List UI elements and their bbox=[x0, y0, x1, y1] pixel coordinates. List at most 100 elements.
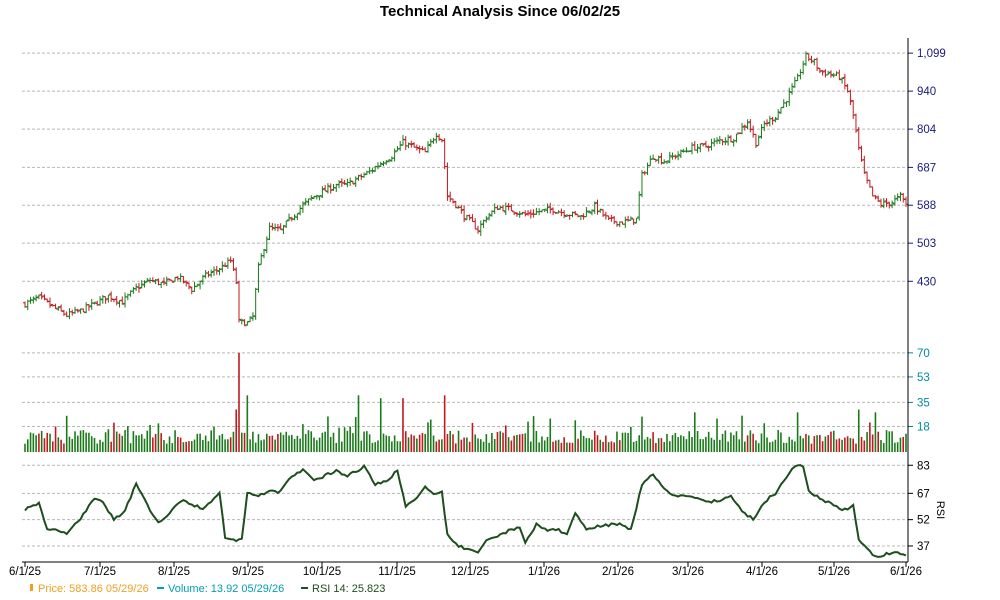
price-ohlc-bar bbox=[34, 294, 39, 302]
legend-marker bbox=[30, 584, 33, 591]
price-ohlc-bar bbox=[801, 60, 806, 75]
price-ohlc-bar bbox=[687, 150, 692, 153]
price-ohlc-bar bbox=[387, 158, 392, 163]
price-ohlc-bar bbox=[498, 205, 503, 210]
price-ohlc-bar bbox=[570, 211, 575, 218]
price-ohlc-bar bbox=[314, 194, 319, 200]
price-ohlc-bar bbox=[142, 280, 147, 288]
price-ohlc-bar bbox=[742, 124, 747, 131]
price-ohlc-bar bbox=[403, 136, 408, 150]
price-ohlc-bar bbox=[275, 223, 280, 232]
price-ohlc-bar bbox=[409, 140, 414, 148]
price-ohlc-bar bbox=[181, 275, 186, 284]
price-ohlc-bar bbox=[281, 225, 286, 235]
price-ohlc-bar bbox=[562, 210, 567, 219]
price-ohlc-bar bbox=[865, 171, 870, 184]
price-ohlc-bar bbox=[539, 209, 544, 213]
price-ohlc-bar bbox=[740, 122, 745, 135]
price-ohlc-bar bbox=[323, 185, 328, 192]
price-ohlc-bar bbox=[773, 116, 778, 123]
price-ohlc-bar bbox=[150, 277, 155, 283]
price-ohlc-bar bbox=[551, 207, 556, 216]
x-tick-label: 2/1/26 bbox=[602, 566, 634, 578]
price-ohlc-bar bbox=[678, 149, 683, 159]
price-ohlc-bar bbox=[350, 180, 355, 185]
price-ohlc-bar bbox=[673, 154, 678, 160]
price-ohlc-bar bbox=[81, 308, 86, 313]
price-ohlc-bar bbox=[28, 296, 33, 304]
volume-tick-label: 35 bbox=[917, 397, 930, 409]
price-ohlc-bar bbox=[545, 203, 550, 214]
price-ohlc-bar bbox=[737, 132, 742, 135]
price-ohlc-bar bbox=[478, 220, 483, 237]
price-ohlc-bar bbox=[53, 303, 58, 310]
price-ohlc-bar bbox=[256, 262, 261, 293]
price-ohlc-bar bbox=[484, 216, 489, 223]
price-ohlc-bar bbox=[503, 202, 508, 216]
price-ohlc-bar bbox=[501, 205, 506, 212]
price-tick-label: 687 bbox=[917, 162, 936, 174]
price-ohlc-bar bbox=[186, 282, 191, 290]
price-ohlc-bar bbox=[375, 162, 380, 170]
price-ohlc-bar bbox=[690, 142, 695, 155]
price-ohlc-bar bbox=[595, 199, 600, 215]
price-ohlc-bar bbox=[434, 132, 439, 144]
rsi-tick-label: 52 bbox=[917, 515, 930, 527]
price-ohlc-bar bbox=[626, 215, 631, 222]
price-ohlc-bar bbox=[584, 207, 589, 218]
rsi-tick-label: 37 bbox=[917, 541, 930, 553]
x-tick-label: 8/1/25 bbox=[158, 566, 190, 578]
price-ohlc-bar bbox=[92, 301, 97, 305]
price-ohlc-bar bbox=[189, 286, 194, 295]
price-tick-label: 940 bbox=[917, 86, 936, 98]
price-ohlc-bar bbox=[728, 135, 733, 143]
price-ohlc-bar bbox=[320, 186, 325, 199]
price-ohlc-bar bbox=[892, 195, 897, 206]
price-ohlc-bar bbox=[614, 221, 619, 227]
price-ohlc-bar bbox=[734, 133, 739, 143]
price-ohlc-bar bbox=[862, 155, 867, 174]
price-ohlc-bar bbox=[253, 287, 258, 320]
price-tick-label: 503 bbox=[917, 238, 936, 250]
chart-title: Technical Analysis Since 06/02/25 bbox=[380, 3, 620, 20]
price-ohlc-bar bbox=[751, 125, 756, 138]
price-ohlc-bar bbox=[631, 218, 636, 225]
price-ohlc-bar bbox=[225, 257, 230, 269]
price-ohlc-bar bbox=[139, 280, 144, 289]
price-ohlc-bar bbox=[262, 248, 267, 259]
price-ohlc-bar bbox=[881, 198, 886, 209]
rsi-line bbox=[24, 463, 907, 558]
price-ohlc-bar bbox=[309, 195, 314, 201]
price-ohlc-bar bbox=[648, 155, 653, 167]
price-ohlc-bar bbox=[417, 145, 422, 154]
price-ohlc-bar bbox=[512, 211, 517, 216]
tick-labels: 1,099 940 804 687 588 503 430 70 53 35 18 83 67 52 37 R… bbox=[9, 48, 946, 578]
price-ohlc-bar bbox=[98, 296, 103, 306]
price-ohlc-bar bbox=[267, 222, 272, 241]
price-ohlc-bar bbox=[459, 204, 464, 214]
x-tick-label: 11/1/25 bbox=[378, 566, 416, 578]
price-ohlc-bar bbox=[59, 304, 64, 312]
price-ohlc-bar bbox=[195, 283, 200, 288]
price-ohlc-bar bbox=[767, 115, 772, 127]
legend-label: RSI 14: 25.823 bbox=[312, 583, 385, 595]
price-ohlc-bar bbox=[136, 282, 141, 293]
price-ohlc-bar bbox=[826, 70, 831, 76]
price-ohlc-bar bbox=[198, 280, 203, 290]
price-ohlc-bar bbox=[706, 145, 711, 152]
price-tick-label: 1,099 bbox=[917, 48, 946, 60]
price-tick-label: 588 bbox=[917, 200, 936, 212]
x-tick-label: 3/1/26 bbox=[672, 566, 704, 578]
price-ohlc-bar bbox=[473, 218, 478, 230]
price-ohlc-bar bbox=[684, 147, 689, 153]
price-ohlc-bar bbox=[815, 57, 820, 71]
price-ohlc-bar bbox=[645, 162, 650, 175]
price-ohlc-bar bbox=[264, 236, 269, 254]
price-ohlc-bar bbox=[667, 151, 672, 164]
price-ohlc-bar bbox=[842, 73, 847, 90]
price-ohlc-bar bbox=[206, 270, 211, 278]
price-ohlc-bar bbox=[639, 170, 644, 198]
price-ohlc-bar bbox=[453, 200, 458, 209]
price-ohlc-bar bbox=[873, 195, 878, 200]
price-ohlc-bar bbox=[209, 269, 214, 278]
